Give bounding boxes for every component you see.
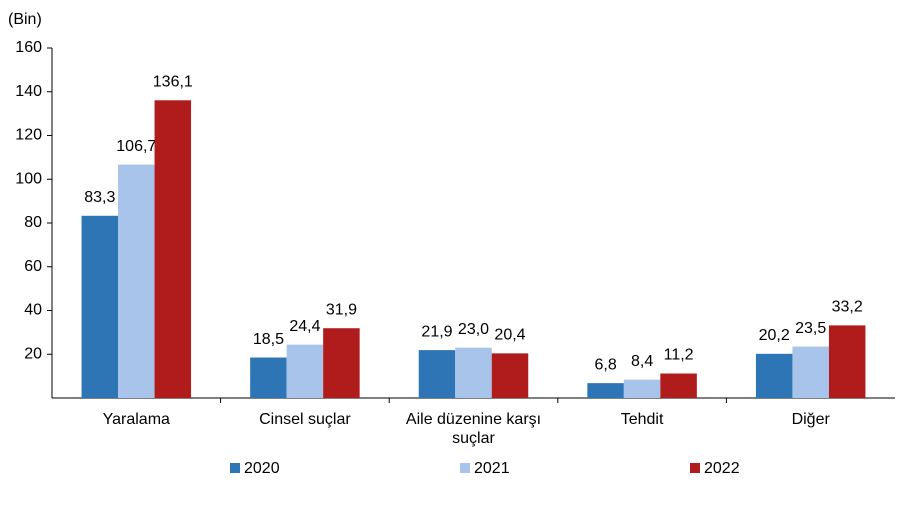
bar [660, 373, 697, 398]
bar [792, 346, 829, 398]
bar [623, 379, 661, 398]
bar [81, 215, 119, 398]
data-label: 24,4 [289, 318, 320, 335]
y-axis-label: (Bin) [8, 11, 42, 28]
data-label: 83,3 [84, 189, 115, 206]
legend-label: 2021 [474, 460, 510, 477]
y-tick-label: 80 [24, 214, 42, 231]
bar [828, 325, 866, 398]
x-tick-label: Diğer [791, 411, 830, 428]
data-label: 11,2 [664, 347, 694, 364]
bar [154, 100, 192, 398]
bar [250, 357, 287, 398]
bar [755, 353, 793, 398]
data-label: 8,4 [631, 353, 653, 370]
data-label: 20,2 [759, 327, 790, 344]
bar [491, 353, 529, 398]
bar [418, 350, 456, 398]
data-label: 6,8 [594, 356, 616, 373]
x-tick-label: Yaralama [102, 411, 170, 428]
bar [587, 383, 624, 398]
y-tick-label: 40 [24, 302, 42, 319]
y-tick-label: 60 [24, 258, 42, 275]
y-tick-label: 160 [15, 39, 42, 56]
y-tick-label: 100 [15, 170, 42, 187]
data-label: 21,9 [421, 323, 452, 340]
data-label: 136,1 [153, 74, 193, 91]
legend-label: 2020 [244, 460, 280, 477]
y-tick-label: 120 [15, 127, 42, 144]
x-tick-label: Tehdit [620, 411, 664, 428]
legend-label: 2022 [704, 460, 740, 477]
bar [118, 164, 155, 398]
data-label: 23,5 [795, 320, 826, 337]
legend-swatch [230, 463, 240, 473]
data-label: 20,4 [494, 327, 525, 344]
legend-swatch [460, 463, 470, 473]
bar [323, 328, 360, 398]
bar [455, 347, 492, 398]
data-label: 33,2 [832, 299, 863, 316]
x-tick-label: Cinsel suçlar [259, 411, 351, 428]
y-tick-label: 20 [24, 345, 42, 362]
data-label: 23,0 [458, 321, 489, 338]
x-tick-label: Aile düzenine karşı suçlar [405, 411, 542, 447]
data-label: 18,5 [253, 331, 284, 348]
y-tick-label: 140 [15, 83, 42, 100]
bar [286, 344, 324, 398]
data-label: 106,7 [116, 138, 156, 155]
legend-swatch [690, 463, 700, 473]
data-label: 31,9 [326, 301, 357, 318]
